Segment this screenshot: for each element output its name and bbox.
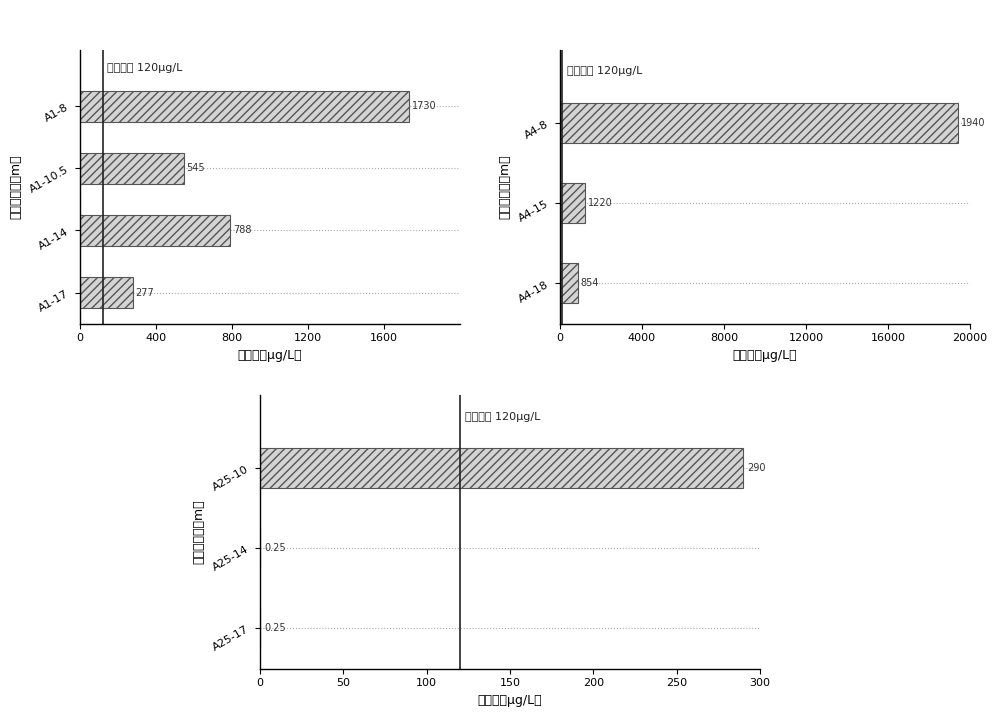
Bar — [560, 183, 585, 223]
Text: 0.25: 0.25 — [264, 543, 286, 553]
Bar — [80, 215, 230, 246]
Text: 0.25: 0.25 — [264, 623, 286, 633]
Text: 筛选值： 120μg/L: 筛选值： 120μg/L — [107, 63, 182, 73]
Text: 1940: 1940 — [961, 118, 985, 128]
Bar — [80, 277, 133, 308]
Text: 788: 788 — [233, 226, 251, 235]
X-axis label: 苯浓度（μg/L）: 苯浓度（μg/L） — [733, 349, 797, 362]
Text: 筛选值： 120μg/L: 筛选值： 120μg/L — [567, 66, 642, 76]
Text: 854: 854 — [581, 278, 599, 288]
Y-axis label: 点位及深度（m）: 点位及深度（m） — [498, 155, 511, 219]
Y-axis label: 点位及深度（m）: 点位及深度（m） — [9, 155, 22, 219]
Text: 筛选值： 120μg/L: 筛选值： 120μg/L — [465, 411, 540, 421]
Bar — [80, 91, 409, 122]
X-axis label: 苯浓度（μg/L）: 苯浓度（μg/L） — [238, 349, 302, 362]
Y-axis label: 点位及深度（m）: 点位及深度（m） — [192, 500, 205, 564]
X-axis label: 苯浓度（μg/L）: 苯浓度（μg/L） — [478, 694, 542, 707]
Bar — [560, 103, 958, 143]
Text: 1220: 1220 — [588, 198, 613, 208]
Text: 277: 277 — [136, 288, 154, 298]
Bar — [80, 153, 184, 184]
Bar — [560, 263, 578, 303]
Bar — [260, 448, 743, 488]
Text: 545: 545 — [187, 163, 205, 173]
Text: 290: 290 — [747, 463, 766, 473]
Text: 1730: 1730 — [412, 101, 436, 111]
